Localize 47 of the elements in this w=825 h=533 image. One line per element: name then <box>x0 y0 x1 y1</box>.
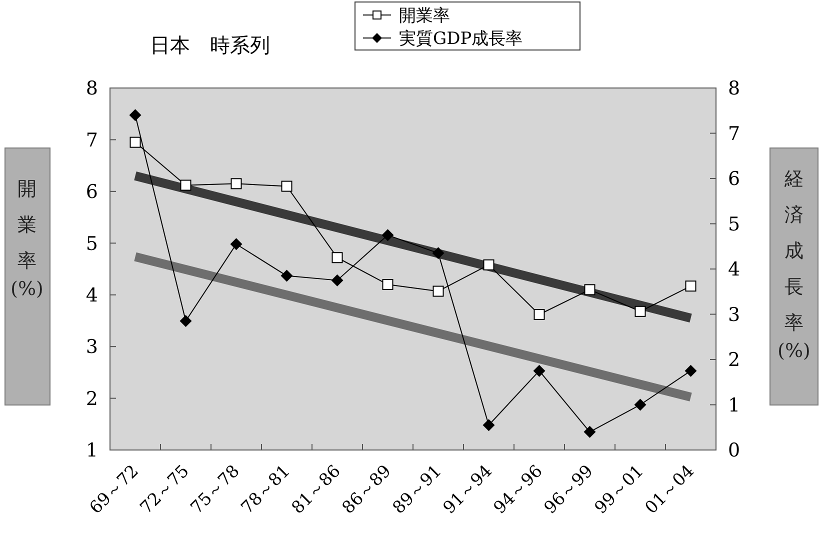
point <box>281 180 292 192</box>
y2-tick-label: 7 <box>728 122 740 145</box>
y-tick-label: 1 <box>86 440 98 462</box>
point <box>382 229 394 242</box>
point <box>230 238 242 250</box>
point <box>129 109 142 122</box>
point <box>634 306 646 317</box>
y2-tick-label: 0 <box>728 440 740 462</box>
y2-tick-label: 6 <box>728 168 740 190</box>
y-tick-label: 8 <box>86 78 98 100</box>
legend-label: 開業率 <box>399 6 450 26</box>
y-axis-title: 開業率(%) <box>10 178 44 300</box>
chart-title: 日本 時系列 <box>150 33 270 57</box>
point <box>684 364 697 377</box>
point <box>534 309 545 320</box>
y-tick-label: 7 <box>86 129 98 152</box>
y2-tick-label: 3 <box>728 304 740 326</box>
point <box>332 252 343 264</box>
y2-tick-label: 4 <box>728 258 740 281</box>
point <box>432 247 444 260</box>
y2-tick-label: 5 <box>728 213 740 236</box>
point <box>584 284 596 296</box>
legend-label: 実質GDP成長率 <box>399 28 523 49</box>
y2-axis-title: 経済成長率(%) <box>778 168 810 362</box>
y2-tick-label: 2 <box>728 349 740 372</box>
y-tick-label: 4 <box>86 284 98 307</box>
y-tick-label: 2 <box>86 388 98 410</box>
point <box>432 286 444 297</box>
point <box>230 178 242 190</box>
y-tick-label: 6 <box>86 181 98 204</box>
point <box>483 259 494 270</box>
point <box>482 419 495 432</box>
y-tick-label: 5 <box>86 232 98 255</box>
point <box>382 279 394 290</box>
point <box>280 270 293 282</box>
point <box>130 136 141 148</box>
y2-tick-label: 1 <box>728 394 740 416</box>
point <box>180 180 192 191</box>
point <box>584 426 596 438</box>
point <box>533 364 546 377</box>
point <box>634 398 646 411</box>
point <box>180 315 192 328</box>
point <box>685 280 696 292</box>
y2-tick-label: 8 <box>728 78 740 100</box>
x-tick-label: 01～04 <box>642 461 698 518</box>
point <box>331 274 344 286</box>
y-tick-label: 3 <box>86 336 98 358</box>
